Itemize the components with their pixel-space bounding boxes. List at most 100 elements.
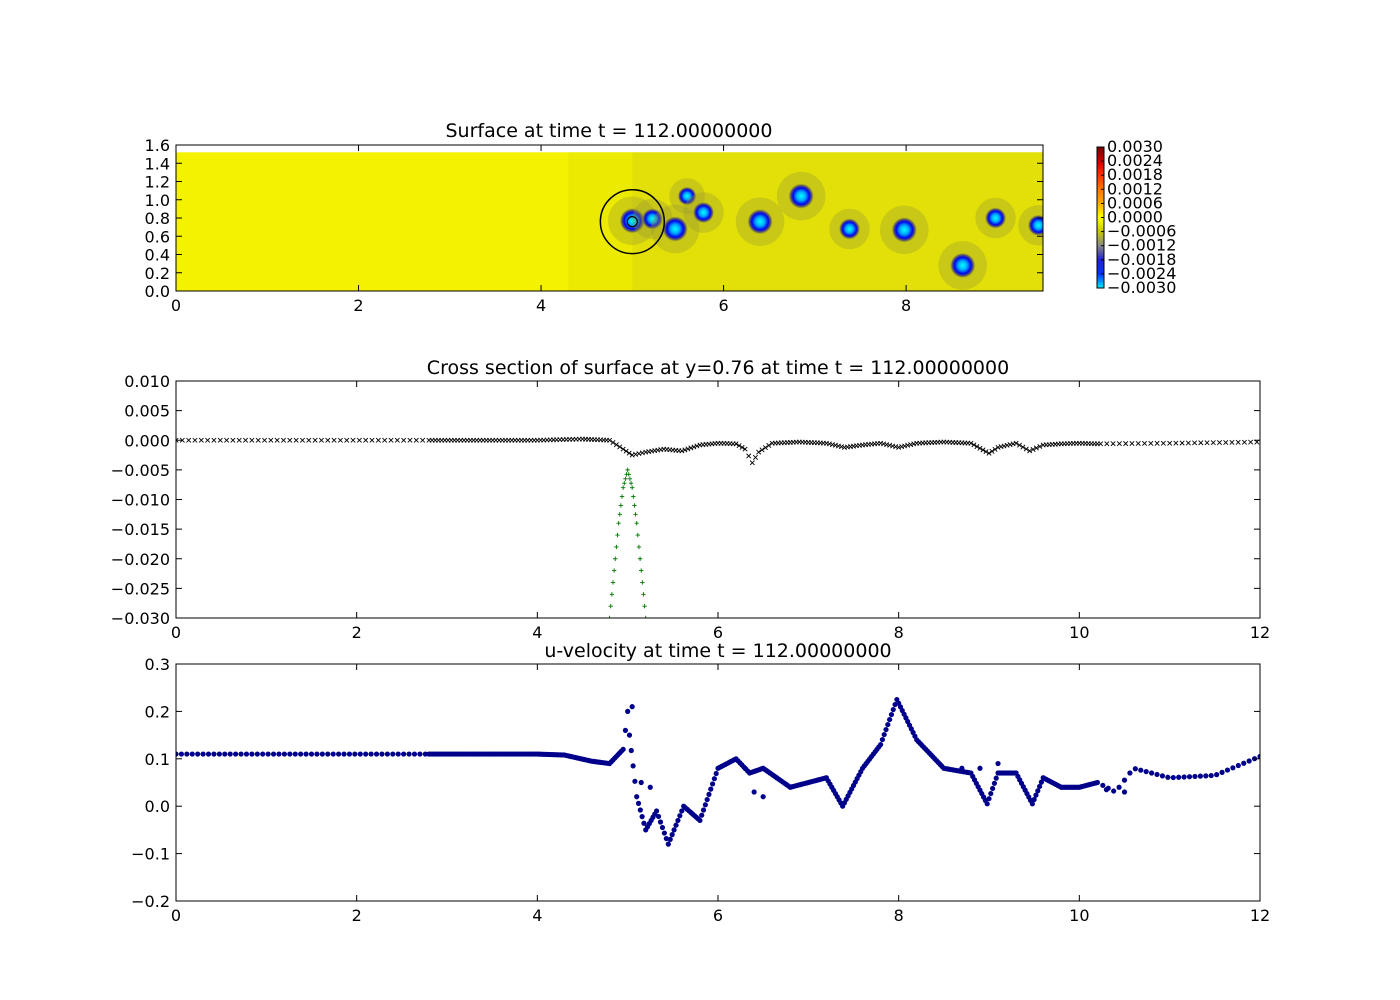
cross-section-point [1013,440,1019,446]
cross-section-point [217,437,223,443]
cross-section-point [1110,441,1116,447]
colorbar-tick-label: 0.0024 [1107,151,1163,170]
u-velocity-point [990,785,996,792]
cross-section-point [739,444,745,450]
u-velocity-point [630,763,636,769]
cross-section-point [211,437,217,443]
u-velocity-point [1224,767,1231,773]
u-velocity-point [993,775,999,781]
y-tick-label: 0.8 [145,209,170,228]
cross-section-x-ticks: 0 2 4 6 8 10 12 [171,381,1270,642]
colorbar-tick-label: −0.0006 [1107,222,1176,241]
u-velocity-point [641,820,647,826]
reference-profile-point [640,580,645,585]
u-velocity-point [711,776,717,782]
cross-section-point [1023,446,1029,452]
u-velocity-outlier-point [995,760,1001,767]
u-velocity-point [195,751,201,757]
x-tick-label: 0 [171,296,181,315]
u-velocity-point [991,780,998,786]
surface-x-ticks: 0 2 4 6 8 [171,145,911,315]
u-velocity-point [254,751,260,757]
cross-section-point [1037,443,1043,449]
cross-section-point [255,437,261,443]
surface-blob [677,186,697,206]
cross-section-point [299,437,305,443]
u-velocity-point [1029,801,1035,807]
cross-section-point [1148,440,1154,446]
u-velocity-point [632,778,638,784]
x-tick-label: 10 [1069,623,1089,642]
u-velocity-point [888,711,895,718]
u-velocity-point [276,751,282,757]
colorbar-tick-label: −0.0030 [1107,278,1176,297]
cross-section-point [759,447,765,453]
y-tick-label: 1.0 [145,191,170,210]
cross-section-point [280,437,287,443]
u-velocity-outlier-point [760,794,766,800]
u-velocity-point [1219,769,1225,775]
cross-section-point [344,437,350,443]
cross-section-point [1179,440,1185,446]
u-velocity-point [422,751,428,757]
cross-section-point [1248,439,1254,445]
u-velocity-point [1116,784,1122,790]
u-velocity-point [379,751,385,757]
u-velocity-point [222,751,228,757]
u-velocity-outlier-point [977,765,983,771]
u-velocity-point [713,770,719,777]
y-tick-label: −0.2 [131,892,170,911]
cross-section-point [192,437,198,443]
u-velocity-point [346,751,353,757]
surface-blob [891,217,918,243]
u-velocity-point [1111,788,1117,794]
cross-section-point [626,450,632,456]
cross-section-point [1104,441,1110,447]
x-tick-label: 4 [532,623,542,642]
u-velocity-point [1036,783,1043,790]
cross-section-point [742,446,748,452]
cross-section-point [992,446,998,452]
surface-blob [692,201,715,224]
u-velocity-point [986,796,992,802]
x-tick-label: 6 [713,906,723,925]
u-velocity-point [709,781,716,787]
u-velocity-outlier-point [638,779,644,786]
y-tick-label: −0.010 [111,491,170,510]
u-velocity-point [622,727,629,733]
u-velocity-point [227,751,233,757]
u-velocity-point [314,751,320,757]
u-velocity-point [661,830,668,836]
u-velocity-point [679,808,685,814]
cross-section-point [691,444,697,450]
cross-section-point [736,443,742,449]
cross-section-point [968,440,974,446]
u-velocity-point [635,800,642,806]
u-velocity-point [401,751,407,757]
u-velocity-point [883,726,889,733]
u-velocity-point [260,751,266,757]
cross-section-point [977,445,983,451]
u-velocity-point [663,835,669,842]
u-velocity-point [211,751,217,757]
cross-section-point [356,437,362,443]
u-velocity-point [1241,760,1247,766]
reference-profile-point [641,592,646,597]
surface-blob [747,208,773,235]
cross-section-point [980,447,986,453]
u-velocity-point [639,814,645,820]
y-tick-label: −0.005 [111,461,170,480]
colorbar-tick-label: −0.0024 [1107,264,1176,283]
u-velocity-point [879,736,886,743]
reference-profile-point [643,615,648,618]
colorbar-tick-label: −0.0018 [1107,250,1176,269]
u-velocity-point [667,836,673,842]
cross-section-point [685,446,691,452]
u-velocity-point [411,751,418,757]
cross-section-point [752,454,759,460]
cross-section-point [617,444,623,450]
y-tick-label: 0.010 [124,372,170,391]
y-tick-label: 0.0 [145,797,170,816]
cross-section-point [331,437,337,443]
reference-profile-point [631,494,636,499]
